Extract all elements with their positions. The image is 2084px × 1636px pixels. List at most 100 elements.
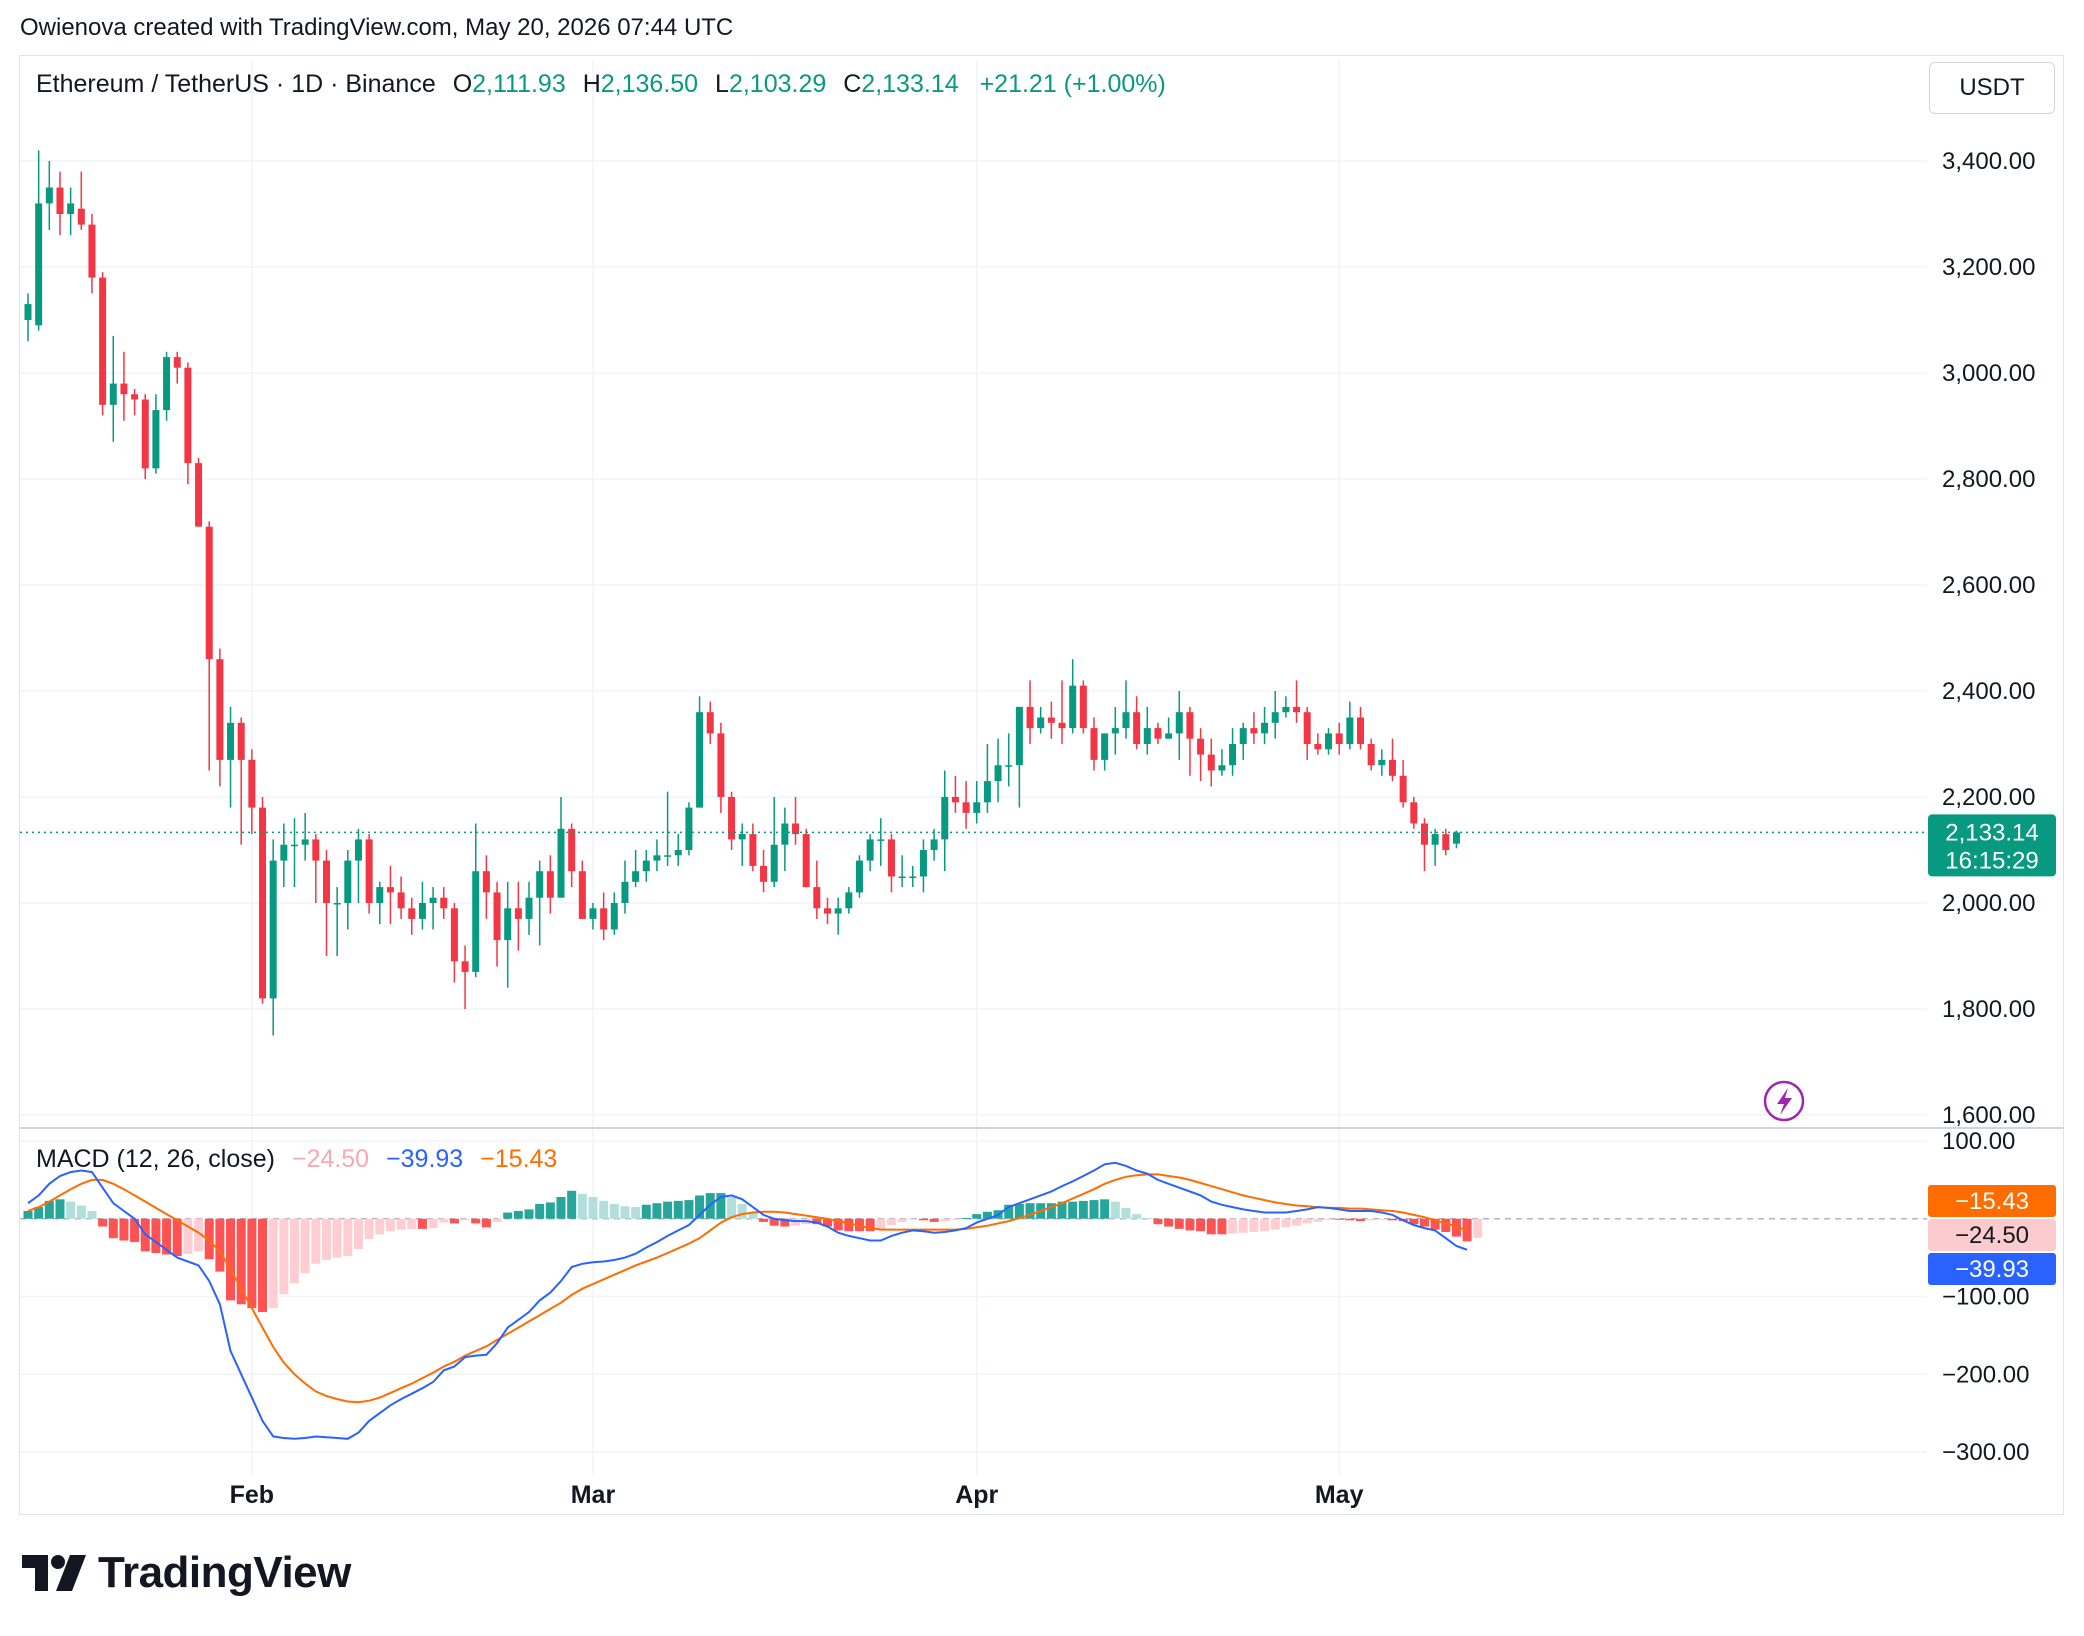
- candle-body[interactable]: [1154, 728, 1162, 739]
- candle-body[interactable]: [824, 908, 831, 914]
- candle-body[interactable]: [418, 903, 426, 919]
- candle-body[interactable]: [1452, 832, 1460, 844]
- candle-body[interactable]: [440, 897, 448, 909]
- candle-body[interactable]: [909, 876, 917, 879]
- candle-body[interactable]: [1282, 706, 1290, 713]
- macd-title[interactable]: MACD (12, 26, close): [36, 1145, 275, 1173]
- currency-button[interactable]: USDT: [1929, 62, 2055, 114]
- candle-body[interactable]: [1346, 717, 1354, 745]
- candle-body[interactable]: [973, 802, 981, 813]
- candle-body[interactable]: [802, 834, 810, 888]
- candle-body[interactable]: [514, 908, 522, 919]
- candle-body[interactable]: [333, 903, 341, 905]
- candle-body[interactable]: [1079, 685, 1087, 729]
- candle-body[interactable]: [1133, 712, 1141, 744]
- candle-body[interactable]: [216, 659, 224, 760]
- candle-body[interactable]: [109, 383, 117, 405]
- candle-body[interactable]: [1410, 802, 1418, 824]
- candle-body[interactable]: [259, 807, 267, 999]
- candle-body[interactable]: [365, 839, 373, 903]
- candle-body[interactable]: [131, 394, 139, 400]
- candle-body[interactable]: [77, 208, 85, 225]
- candle-body[interactable]: [1431, 834, 1439, 845]
- candle-body[interactable]: [1111, 728, 1119, 734]
- tradingview-logo[interactable]: TradingView: [22, 1548, 351, 1598]
- candle-body[interactable]: [248, 759, 256, 808]
- candle-body[interactable]: [1335, 733, 1343, 744]
- candle-body[interactable]: [1303, 712, 1311, 744]
- candle-body[interactable]: [1005, 765, 1013, 767]
- candle-body[interactable]: [642, 860, 650, 872]
- candle-body[interactable]: [1143, 728, 1151, 744]
- symbol-title[interactable]: Ethereum / TetherUS · 1D · Binance: [36, 70, 436, 98]
- candle-body[interactable]: [813, 887, 821, 909]
- candle-body[interactable]: [1325, 733, 1333, 750]
- candle-body[interactable]: [1388, 759, 1396, 776]
- candle-body[interactable]: [1037, 717, 1045, 729]
- candle-body[interactable]: [152, 410, 160, 469]
- candle-body[interactable]: [45, 187, 53, 204]
- candle-body[interactable]: [1069, 685, 1077, 729]
- candle-body[interactable]: [35, 203, 43, 326]
- candle-body[interactable]: [855, 860, 863, 893]
- candle-body[interactable]: [322, 860, 330, 903]
- candle-body[interactable]: [674, 850, 682, 856]
- candle-body[interactable]: [237, 722, 245, 760]
- candle-body[interactable]: [397, 892, 405, 909]
- candle-body[interactable]: [1239, 728, 1247, 744]
- candle-body[interactable]: [386, 887, 394, 893]
- candle-body[interactable]: [1367, 744, 1375, 766]
- candle-body[interactable]: [887, 839, 895, 877]
- candle-body[interactable]: [195, 463, 203, 527]
- candle-body[interactable]: [557, 828, 565, 898]
- candle-body[interactable]: [56, 187, 64, 215]
- candle-body[interactable]: [706, 712, 714, 734]
- candle-body[interactable]: [1261, 722, 1269, 734]
- candle-body[interactable]: [962, 802, 970, 813]
- candle-body[interactable]: [610, 903, 618, 930]
- candle-body[interactable]: [1026, 706, 1034, 729]
- candle-body[interactable]: [866, 839, 874, 861]
- candle-body[interactable]: [301, 839, 309, 845]
- candle-body[interactable]: [1314, 744, 1322, 750]
- candle-body[interactable]: [919, 850, 927, 877]
- candle-body[interactable]: [951, 797, 959, 803]
- candle-body[interactable]: [1218, 765, 1226, 771]
- candle-body[interactable]: [354, 839, 362, 861]
- candle-body[interactable]: [728, 797, 736, 840]
- candle-body[interactable]: [99, 277, 107, 405]
- candle-body[interactable]: [291, 844, 298, 847]
- candle-body[interactable]: [24, 304, 32, 320]
- candle-body[interactable]: [1357, 717, 1364, 745]
- candle-body[interactable]: [1015, 706, 1023, 766]
- candle-body[interactable]: [141, 399, 149, 469]
- candle-body[interactable]: [1271, 712, 1279, 723]
- candle-body[interactable]: [67, 203, 75, 214]
- candle-body[interactable]: [578, 871, 586, 919]
- candle-body[interactable]: [376, 887, 384, 903]
- candle-body[interactable]: [1197, 738, 1205, 755]
- candle-body[interactable]: [1207, 754, 1215, 771]
- candle-body[interactable]: [1186, 712, 1194, 739]
- candle-body[interactable]: [1229, 744, 1237, 766]
- candle-body[interactable]: [877, 839, 885, 841]
- candle-body[interactable]: [1090, 728, 1098, 760]
- candle-body[interactable]: [1250, 728, 1258, 734]
- candle-body[interactable]: [941, 797, 949, 840]
- candle-body[interactable]: [1293, 706, 1301, 713]
- candle-body[interactable]: [738, 834, 746, 840]
- candle-body[interactable]: [504, 908, 512, 941]
- candle-body[interactable]: [269, 860, 277, 999]
- candle-body[interactable]: [1399, 775, 1407, 803]
- candle-body[interactable]: [760, 865, 768, 882]
- candle-body[interactable]: [1058, 722, 1066, 729]
- candle-body[interactable]: [227, 722, 235, 760]
- candle-body[interactable]: [1047, 717, 1055, 723]
- candle-body[interactable]: [493, 892, 501, 941]
- candle-body[interactable]: [525, 897, 533, 919]
- candle-body[interactable]: [429, 897, 437, 903]
- candle-body[interactable]: [461, 961, 469, 972]
- candle-body[interactable]: [568, 828, 576, 872]
- candle-body[interactable]: [450, 908, 458, 962]
